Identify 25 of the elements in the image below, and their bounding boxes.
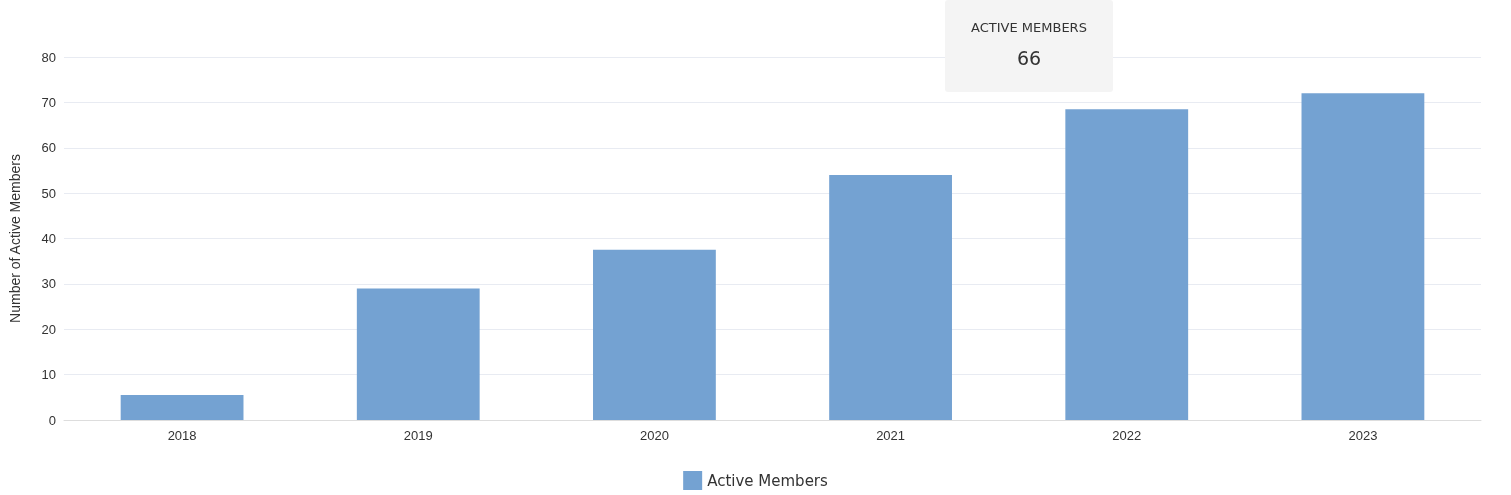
x-tick-label: 2020 — [639, 428, 669, 443]
tooltip-box: ACTIVE MEMBERS 66 — [945, 0, 1113, 92]
bar — [120, 395, 244, 420]
y-tick-label: 40 — [41, 231, 56, 246]
legend-label: Active Members — [707, 471, 829, 490]
bar — [1301, 93, 1425, 420]
x-tick-label: 2022 — [1112, 428, 1142, 443]
y-tick-label: 70 — [41, 94, 56, 110]
bar — [829, 174, 952, 420]
x-tick-label: 2019 — [403, 428, 433, 443]
y-tick-label: 60 — [41, 140, 56, 156]
y-tick-label: 50 — [41, 185, 56, 201]
y-axis-title: Number of Active Members — [7, 154, 23, 323]
y-tick-label: 0 — [48, 412, 56, 428]
y-tick-label: 80 — [41, 49, 56, 65]
x-tick-label: 2023 — [1348, 428, 1378, 443]
y-tick-label: 30 — [41, 276, 56, 292]
x-tick-label: 2018 — [167, 428, 197, 443]
bar — [356, 288, 480, 420]
bar — [1065, 109, 1189, 420]
annotation: 66 — [1015, 47, 1043, 69]
bar — [593, 249, 716, 420]
y-tick-label: 10 — [41, 367, 56, 383]
x-tick-label: 2021 — [876, 428, 906, 443]
y-tick-label: 20 — [41, 321, 56, 337]
